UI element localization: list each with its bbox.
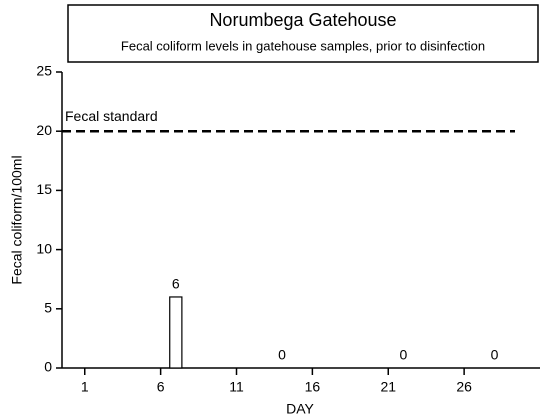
y-tick-label: 25 xyxy=(36,63,52,79)
y-tick-label: 15 xyxy=(36,181,52,197)
x-tick-label: 1 xyxy=(81,379,89,395)
title-box xyxy=(67,4,539,63)
value-label: 6 xyxy=(172,276,180,292)
x-tick-label: 11 xyxy=(229,379,244,395)
chart-subtitle: Fecal coliform levels in gatehouse sampl… xyxy=(121,38,485,53)
chart-title: Norumbega Gatehouse xyxy=(209,10,396,30)
bar xyxy=(169,296,183,369)
y-tick-label: 5 xyxy=(44,300,52,316)
value-label: 0 xyxy=(491,347,499,363)
y-axis-label: Fecal coliform/100ml xyxy=(9,155,25,284)
x-tick-label: 26 xyxy=(456,379,472,395)
x-tick-label: 6 xyxy=(157,379,165,395)
x-tick-label: 21 xyxy=(380,379,396,395)
y-tick-label: 10 xyxy=(36,240,52,256)
reference-label: Fecal standard xyxy=(65,108,158,124)
value-label: 0 xyxy=(278,347,286,363)
value-label: 0 xyxy=(400,347,408,363)
y-tick-label: 20 xyxy=(36,122,52,138)
x-axis-label: DAY xyxy=(286,401,314,417)
y-tick-label: 0 xyxy=(44,359,52,375)
x-tick-label: 16 xyxy=(305,379,321,395)
